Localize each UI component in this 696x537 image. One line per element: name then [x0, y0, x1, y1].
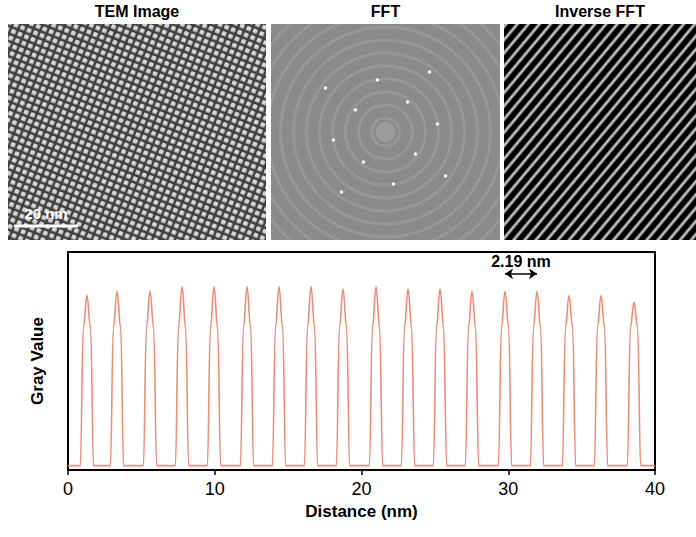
- svg-text:TEM Image: TEM Image: [95, 3, 180, 20]
- svg-text:20 nm: 20 nm: [24, 205, 67, 222]
- svg-text:Distance (nm): Distance (nm): [305, 502, 417, 521]
- svg-text:10: 10: [205, 479, 225, 499]
- svg-text:FFT: FFT: [371, 3, 401, 20]
- svg-text:2.19 nm: 2.19 nm: [491, 253, 551, 270]
- svg-text:30: 30: [498, 479, 518, 499]
- svg-text:0: 0: [63, 479, 73, 499]
- svg-text:40: 40: [645, 479, 665, 499]
- svg-text:20: 20: [351, 479, 371, 499]
- svg-text:Gray Value: Gray Value: [28, 317, 47, 405]
- svg-text:Inverse FFT: Inverse FFT: [555, 3, 645, 20]
